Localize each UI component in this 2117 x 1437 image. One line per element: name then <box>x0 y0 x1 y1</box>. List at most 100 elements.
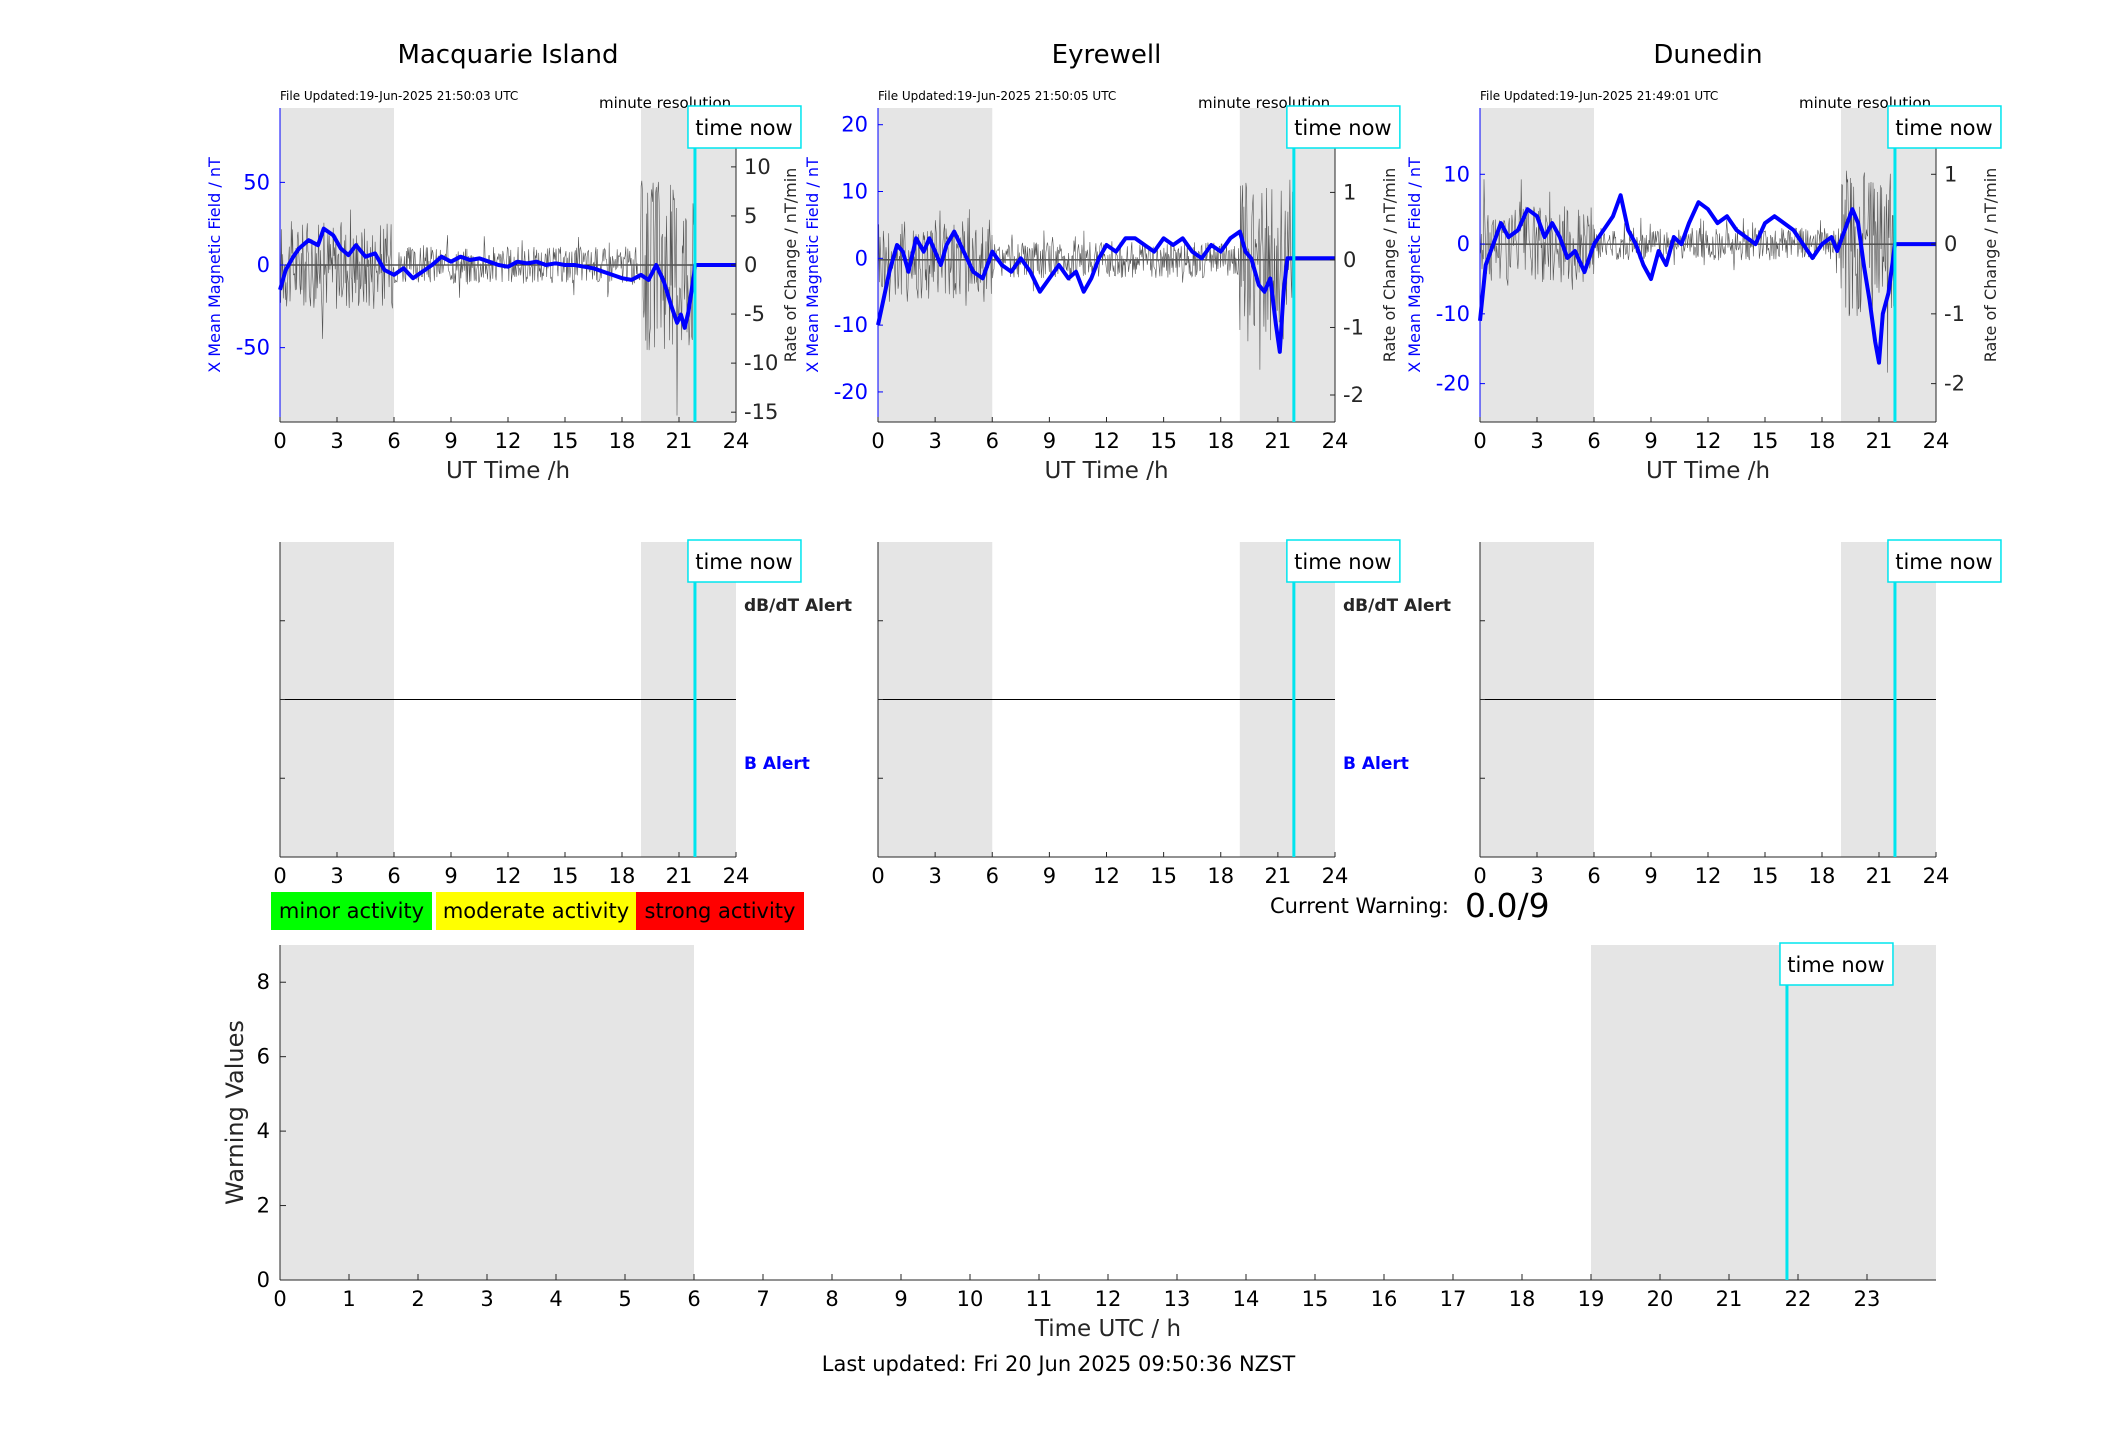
warning-panel-ytick-label-3: 6 <box>257 1045 270 1069</box>
panel-1-ylabel-right: Rate of Change / nT/min <box>781 168 800 363</box>
panel-3-title: Dunedin <box>1653 40 1762 70</box>
panel-1-rate-trace <box>279 180 695 416</box>
alert-panel-1-b-alert-label: B Alert <box>744 754 810 774</box>
panel-1-ytick-right-label-2: -5 <box>744 302 765 326</box>
alert-panel-3-time-now-label: time now <box>1895 550 1992 574</box>
warning-panel-night-shade-0 <box>280 945 694 1280</box>
panel-2-xtick-label-0: 0 <box>871 429 884 453</box>
panel-2-ytick-right-label-3: 1 <box>1343 180 1356 204</box>
panel-2-title: Eyrewell <box>1052 40 1162 70</box>
alert-panel-1-xtick-label-2: 6 <box>387 864 400 888</box>
alert-panel-1-xtick-label-1: 3 <box>330 864 343 888</box>
warning-panel-ytick-label-1: 2 <box>257 1194 270 1218</box>
legend-minor-activity: minor activity <box>271 892 432 930</box>
panel-1-xtick-label-7: 21 <box>666 429 693 453</box>
panel-3-ytick-right-label-1: -1 <box>1944 302 1965 326</box>
panel-1-time-now-label: time now <box>695 116 792 140</box>
alert-panel-1: 0 3 6 9 12 15 18 21 24 dB/dT Alert B Alert time now <box>273 539 852 888</box>
warning-panel-xtick-label-21: 21 <box>1716 1287 1743 1311</box>
panel-1-ytick-left-label-1: 0 <box>257 253 270 277</box>
panel-3-ylabel-left: X Mean Magnetic Field / nT <box>1405 157 1424 373</box>
warning-panel-xtick-label-11: 11 <box>1026 1287 1053 1311</box>
panel-3-time-now-box <box>1887 105 2002 149</box>
panel-1-ylabel-left: X Mean Magnetic Field / nT <box>205 157 224 373</box>
panel-2-ytick-left-label-3: 10 <box>841 180 868 204</box>
warning-panel-ytick-label-0: 0 <box>257 1268 270 1292</box>
alert-panel-2-xtick-label-7: 21 <box>1265 864 1292 888</box>
panel-3-xtick-label-5: 15 <box>1752 429 1779 453</box>
panel-3-file-updated: File Updated:19-Jun-2025 21:49:01 UTC <box>1480 89 1718 103</box>
warning-panel-xtick-label-18: 18 <box>1509 1287 1536 1311</box>
panel-2-file-updated: File Updated:19-Jun-2025 21:50:05 UTC <box>878 89 1116 103</box>
legend-moderate-activity: moderate activity <box>436 892 636 930</box>
alert-panel-2-xtick-label-6: 18 <box>1207 864 1234 888</box>
panel-1-xtick-label-0: 0 <box>273 429 286 453</box>
warning-panel-xtick-label-4: 4 <box>549 1287 562 1311</box>
alert-panel-1-xtick-label-5: 15 <box>552 864 579 888</box>
warning-panel-xtick-label-16: 16 <box>1371 1287 1398 1311</box>
alert-panel-1-time-now-box <box>687 539 802 583</box>
panel-1-ytick-right-label-0: -15 <box>744 400 778 424</box>
alert-panel-3-time-now-box <box>1887 539 2002 583</box>
panel-2-xtick-label-1: 3 <box>928 429 941 453</box>
panel-3-ytick-left-label-3: 10 <box>1443 162 1470 186</box>
panel-3-time-now-label: time now <box>1895 116 1992 140</box>
alert-panel-1-dbdt-alert-label: dB/dT Alert <box>744 596 852 616</box>
warning-panel: 0 1 2 3 4 5 6 7 8 9 10 11 12 13 14 15 16 17 18 19 20 21 22 2302… <box>221 942 1936 1342</box>
panel-3-field-series-0 <box>1478 193 1936 365</box>
alert-panel-2-xtick-label-2: 6 <box>986 864 999 888</box>
panel-3-night-shade-1 <box>1841 108 1936 422</box>
panel-1-file-updated: File Updated:19-Jun-2025 21:50:03 UTC <box>280 89 518 103</box>
warning-panel-xtick-label-23: 23 <box>1854 1287 1881 1311</box>
panel-1-ytick-right-label-1: -10 <box>744 351 778 375</box>
alert-panel-2-dbdt-alert-label: dB/dT Alert <box>1343 596 1451 616</box>
panel-1-xtick-label-8: 24 <box>723 429 750 453</box>
warning-panel-xtick-label-9: 9 <box>894 1287 907 1311</box>
alert-panel-1-xtick-label-7: 21 <box>666 864 693 888</box>
panel-1-field-series-0 <box>278 226 736 330</box>
panel-3-xtick-label-8: 24 <box>1923 429 1950 453</box>
panel-1-ytick-right-label-3: 0 <box>744 253 757 277</box>
warning-panel-xtick-label-1: 1 <box>342 1287 355 1311</box>
alert-panel-1-xtick-label-4: 12 <box>495 864 522 888</box>
panel-1-xlabel: UT Time /h <box>446 458 570 484</box>
alert-panel-3-xtick-label-8: 24 <box>1923 864 1950 888</box>
warning-panel-xtick-label-14: 14 <box>1233 1287 1260 1311</box>
panel-1-xtick-label-5: 15 <box>552 429 579 453</box>
warning-panel-ytick-label-4: 8 <box>257 970 270 994</box>
panel-2-time-now-label: time now <box>1294 116 1391 140</box>
alert-panel-2-xtick-label-4: 12 <box>1093 864 1120 888</box>
alert-panel-2-xtick-label-3: 9 <box>1043 864 1056 888</box>
warning-panel-night-shade-1 <box>1591 945 1936 1280</box>
panel-1-xtick-label-6: 18 <box>609 429 636 453</box>
panel-2-xlabel: UT Time /h <box>1044 458 1168 484</box>
panel-3: Dunedin File Updated:19-Jun-2025 21:49:01… <box>1405 40 2002 484</box>
panel-3-xtick-label-7: 21 <box>1866 429 1893 453</box>
warning-panel-xlabel: Time UTC / h <box>1034 1316 1181 1342</box>
panel-3-xtick-label-3: 9 <box>1644 429 1657 453</box>
warning-panel-xtick-label-12: 12 <box>1095 1287 1122 1311</box>
warning-panel-xtick-label-15: 15 <box>1302 1287 1329 1311</box>
warning-panel-xtick-label-5: 5 <box>618 1287 631 1311</box>
alert-panel-2-xtick-label-1: 3 <box>928 864 941 888</box>
warning-panel-xtick-label-0: 0 <box>273 1287 286 1311</box>
warning-panel-xtick-label-3: 3 <box>480 1287 493 1311</box>
alert-panel-3-xtick-label-3: 9 <box>1644 864 1657 888</box>
panel-1-xtick-label-1: 3 <box>330 429 343 453</box>
warning-panel-xtick-label-10: 10 <box>957 1287 984 1311</box>
panel-3-xtick-label-1: 3 <box>1530 429 1543 453</box>
alert-panel-3-xtick-label-6: 18 <box>1809 864 1836 888</box>
panel-2-xtick-label-4: 12 <box>1093 429 1120 453</box>
alert-panel-2-time-now-box <box>1286 539 1401 583</box>
panel-3-ytick-left-label-0: -20 <box>1436 372 1470 396</box>
panel-1-xtick-label-4: 12 <box>495 429 522 453</box>
panel-3-night-shade-0 <box>1480 108 1594 422</box>
current-warning-label: Current Warning: <box>1270 894 1449 918</box>
panel-2-ytick-left-label-2: 0 <box>855 246 868 270</box>
panel-1-xtick-label-2: 6 <box>387 429 400 453</box>
panel-1-time-now-box <box>687 105 802 149</box>
panel-3-ytick-right-label-0: -2 <box>1944 372 1965 396</box>
panel-3-ytick-left-label-1: -10 <box>1436 302 1470 326</box>
warning-panel-ytick-label-2: 4 <box>257 1119 270 1143</box>
